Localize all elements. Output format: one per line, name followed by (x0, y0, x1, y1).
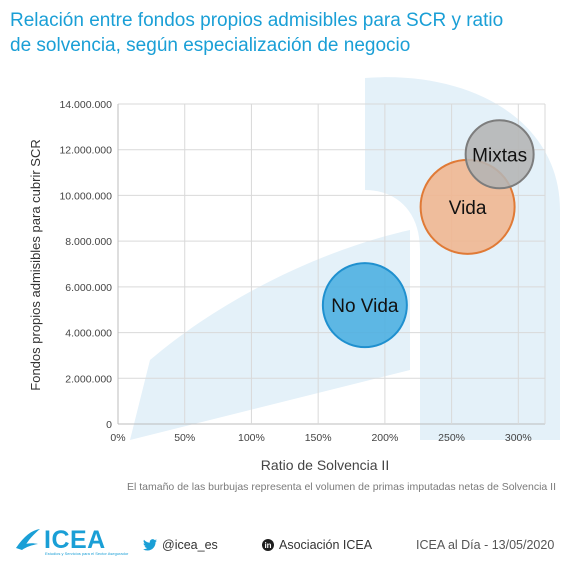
x-tick-label: 50% (174, 432, 195, 444)
chart-title-line-2: de solvencia, según especialización de n… (10, 35, 411, 56)
y-tick-label: 6.000.000 (65, 282, 112, 294)
linkedin-link[interactable]: in Asociación ICEA (262, 538, 372, 552)
icea-logo[interactable]: ICEA Estudios y Servicios para el Sector… (14, 526, 128, 556)
x-tick-label: 150% (305, 432, 332, 444)
x-tick-label: 100% (238, 432, 265, 444)
logo-tagline: Estudios y Servicios para el Sector Aseg… (45, 551, 129, 556)
twitter-handle: @icea_es (162, 538, 218, 552)
axes: 0 2.000.000 4.000.000 6.000.000 8.000.000 10.… (59, 99, 531, 444)
bubble-chart: 0 2.000.000 4.000.000 6.000.000 8.000.000 10.… (28, 77, 560, 473)
bubble-size-note: El tamaño de las burbujas representa el … (127, 481, 556, 493)
twitter-icon (143, 539, 157, 551)
twitter-link[interactable]: @icea_es (143, 538, 218, 552)
x-tick-label: 250% (438, 432, 465, 444)
y-tick-label: 12.000.000 (59, 145, 112, 157)
bubble-no-vida[interactable] (321, 262, 408, 349)
bubble-label: No Vida (331, 296, 399, 317)
x-axis-label: Ratio de Solvencia II (261, 457, 389, 473)
y-tick-label: 2.000.000 (65, 373, 112, 385)
chart-title: Relación entre fondos propios admisibles… (10, 8, 555, 58)
bubble-mixtas[interactable] (464, 119, 535, 190)
y-tick-label: 0 (106, 419, 112, 431)
footer: ICEA Estudios y Servicios para el Sector… (0, 520, 567, 560)
x-tick-label: 200% (371, 432, 398, 444)
x-tick-label: 300% (505, 432, 532, 444)
publication-date: ICEA al Día - 13/05/2020 (416, 538, 555, 552)
y-tick-label: 4.000.000 (65, 328, 112, 340)
y-tick-label: 10.000.000 (59, 190, 112, 202)
icea-wave-icon (16, 529, 40, 550)
y-axis-label: Fondos propios admisibles para cubrir SC… (28, 139, 43, 390)
bubbles: No Vida Vida Mixtas (321, 119, 535, 349)
y-tick-label: 14.000.000 (59, 99, 112, 111)
bubble-label: Vida (449, 198, 487, 219)
chart-title-line-1: Relación entre fondos propios admisibles… (10, 10, 504, 31)
bubble-label: Mixtas (472, 145, 527, 166)
linkedin-name: Asociación ICEA (279, 538, 373, 552)
grid (117, 103, 546, 425)
logo-text: ICEA (44, 526, 106, 554)
linkedin-icon: in (262, 539, 274, 551)
y-tick-label: 8.000.000 (65, 236, 112, 248)
x-tick-label: 0% (110, 432, 125, 444)
